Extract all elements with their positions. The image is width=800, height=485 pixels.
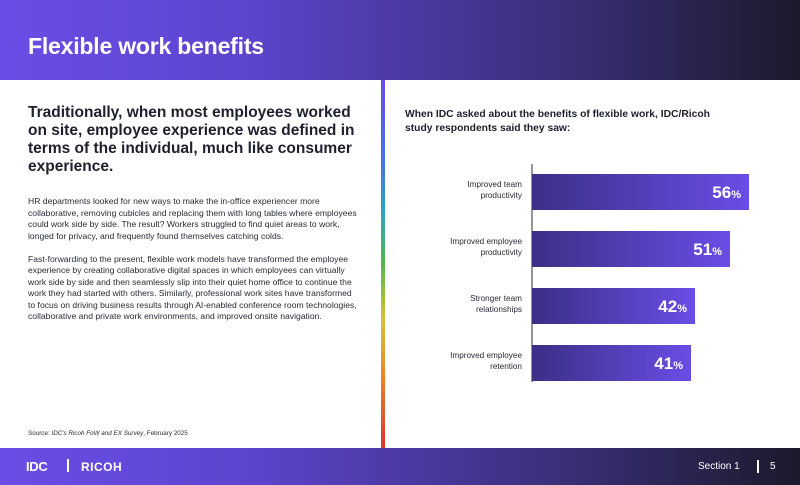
bar-2 bbox=[532, 288, 695, 324]
value-label-2: 42% bbox=[658, 297, 687, 316]
body-paragraph-1: HR departments looked for new ways to ma… bbox=[28, 196, 357, 241]
left-body: HR departments looked for new ways to ma… bbox=[28, 196, 358, 334]
header-banner: Flexible work benefits bbox=[0, 0, 800, 80]
category-label-line: Stronger team bbox=[470, 294, 522, 303]
value-number: 56 bbox=[712, 183, 731, 202]
source-title: IDC's Ricoh FoW and EX Survey bbox=[51, 430, 144, 437]
category-label-line: Improved employee bbox=[450, 351, 522, 360]
value-number: 41 bbox=[654, 354, 673, 373]
left-heading: Traditionally, when most employees worke… bbox=[28, 104, 355, 175]
footer-banner: IDC RICOH Section 1 5 bbox=[0, 448, 800, 485]
category-label-2: Stronger team relationships bbox=[470, 294, 522, 314]
value-label-0: 56% bbox=[712, 183, 741, 202]
value-number: 42 bbox=[658, 297, 677, 316]
bar-1 bbox=[532, 231, 730, 267]
section-label: Section 1 bbox=[698, 461, 740, 472]
value-label-1: 51% bbox=[693, 240, 722, 259]
value-unit: % bbox=[677, 303, 687, 315]
category-label-line: Improved team bbox=[467, 180, 522, 189]
source-date: , February 2025 bbox=[143, 430, 188, 437]
idc-logo: IDC bbox=[26, 459, 48, 474]
page-number: 5 bbox=[770, 461, 776, 472]
bar-3 bbox=[532, 345, 691, 381]
value-label-3: 41% bbox=[654, 354, 683, 373]
category-label-line: relationships bbox=[476, 305, 522, 314]
category-label-1: Improved employee productivity bbox=[450, 237, 523, 257]
body-paragraph-2: Fast-forwarding to the present, flexible… bbox=[28, 253, 357, 322]
category-label-3: Improved employee retention bbox=[450, 351, 522, 371]
bar-chart: Improved team productivity 56% Improved emp… bbox=[450, 164, 749, 382]
footer-divider bbox=[757, 460, 759, 473]
category-label-0: Improved team productivity bbox=[467, 180, 523, 200]
category-label-line: productivity bbox=[481, 248, 523, 257]
value-unit: % bbox=[712, 246, 722, 258]
logo-divider bbox=[67, 459, 69, 472]
category-label-line: retention bbox=[490, 362, 522, 371]
page-title: Flexible work benefits bbox=[28, 33, 264, 59]
ricoh-logo: RICOH bbox=[81, 460, 123, 474]
category-label-line: Improved employee bbox=[450, 237, 522, 246]
bar-0 bbox=[532, 174, 749, 210]
value-unit: % bbox=[673, 360, 683, 372]
category-label-line: productivity bbox=[481, 191, 523, 200]
value-number: 51 bbox=[693, 240, 712, 259]
gradient-divider bbox=[381, 80, 385, 448]
source-prefix: Source: bbox=[28, 430, 52, 437]
chart-title: When IDC asked about the benefits of fle… bbox=[405, 109, 710, 134]
bars-group: Improved team productivity 56% Improved emp… bbox=[450, 174, 749, 381]
value-unit: % bbox=[731, 189, 741, 201]
source-note: Source: IDC's Ricoh FoW and EX Survey, F… bbox=[28, 430, 188, 437]
